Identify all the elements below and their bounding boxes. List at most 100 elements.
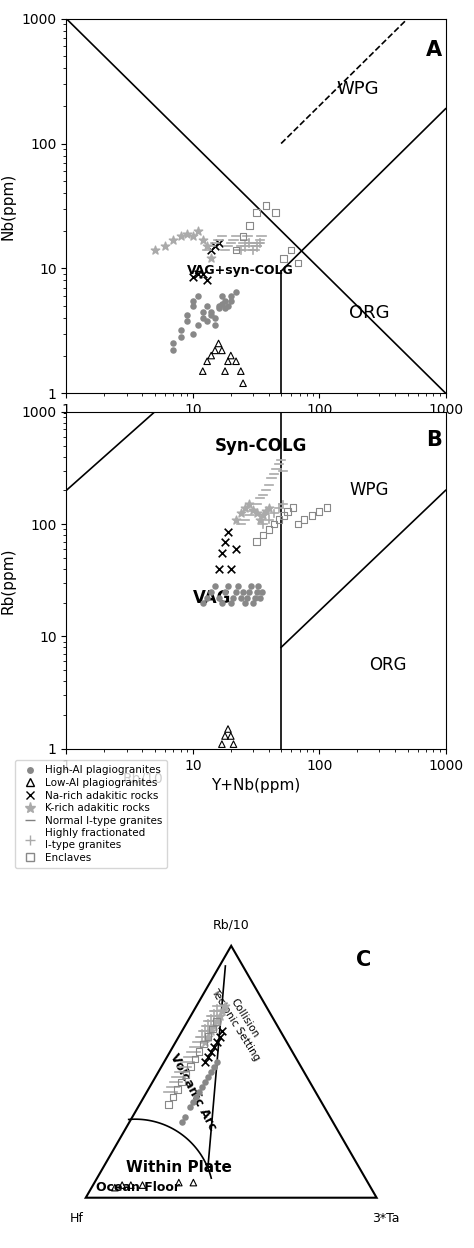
Point: [208, 346, 215, 366]
Point: [177, 226, 184, 246]
Point: [246, 216, 253, 236]
Point: [235, 577, 242, 597]
Point: [211, 316, 219, 336]
Point: [210, 1057, 218, 1077]
Point: [215, 559, 222, 579]
Point: [251, 588, 259, 608]
Point: [190, 1092, 197, 1112]
Point: [241, 498, 249, 518]
Y-axis label: Rb(ppm): Rb(ppm): [1, 547, 16, 614]
Point: [272, 202, 279, 222]
Point: [232, 282, 240, 302]
Point: [253, 582, 260, 602]
Point: [211, 236, 219, 256]
Text: A: A: [426, 40, 442, 60]
Point: [218, 286, 226, 306]
Point: [203, 296, 211, 316]
Point: [215, 333, 222, 353]
Point: [227, 593, 235, 613]
Point: [201, 1052, 209, 1072]
Point: [301, 509, 308, 529]
Point: [253, 532, 260, 552]
Point: [289, 498, 297, 518]
Point: [204, 1067, 212, 1087]
Point: [200, 1035, 207, 1055]
Point: [262, 502, 270, 522]
Point: [169, 1087, 177, 1107]
Point: [309, 505, 316, 525]
Point: [280, 248, 287, 268]
Point: [183, 311, 191, 331]
Point: [210, 1037, 218, 1057]
Point: [211, 341, 219, 361]
Text: VAG+syn-COLG: VAG+syn-COLG: [187, 265, 294, 277]
Point: [199, 265, 207, 285]
Point: [177, 319, 184, 339]
Point: [215, 298, 222, 318]
Point: [241, 593, 249, 613]
Point: [218, 341, 226, 361]
Text: Within Plate: Within Plate: [126, 1159, 232, 1174]
Point: [221, 298, 229, 318]
Point: [203, 588, 211, 608]
Point: [247, 577, 255, 597]
Point: [183, 306, 191, 326]
Point: [265, 519, 273, 539]
Point: [224, 296, 232, 316]
Point: [203, 311, 211, 331]
Point: [201, 1032, 209, 1052]
Point: [275, 509, 283, 529]
Point: [178, 1112, 185, 1132]
Point: [194, 221, 202, 241]
Point: [224, 522, 232, 542]
X-axis label: Y(ppm): Y(ppm): [228, 422, 283, 437]
Point: [256, 509, 264, 529]
Text: Collision
Tectonic Setting: Collision Tectonic Setting: [209, 981, 271, 1062]
Text: Rb/10: Rb/10: [123, 771, 164, 785]
Point: [221, 361, 229, 381]
Text: ORG: ORG: [369, 656, 407, 674]
Point: [173, 1080, 181, 1099]
Point: [216, 1006, 223, 1026]
Point: [227, 559, 235, 579]
Point: [111, 1178, 118, 1198]
Point: [169, 341, 177, 361]
Point: [204, 1027, 212, 1047]
Point: [246, 494, 253, 514]
Point: [224, 351, 232, 371]
Point: [213, 1052, 220, 1072]
Point: [230, 734, 237, 754]
Point: [165, 1094, 173, 1114]
Point: [259, 525, 267, 545]
Point: [191, 1050, 199, 1070]
Point: [237, 588, 245, 608]
Point: [208, 302, 215, 322]
Point: [182, 1065, 190, 1085]
Point: [215, 296, 222, 316]
Point: [256, 588, 264, 608]
Point: [315, 502, 323, 522]
Point: [199, 308, 207, 328]
Point: [190, 1173, 197, 1193]
Point: [189, 267, 197, 287]
Point: [118, 1176, 126, 1196]
Point: [232, 509, 240, 529]
Point: [283, 502, 291, 522]
Point: [187, 1057, 194, 1077]
Point: [213, 1011, 220, 1031]
Point: [215, 233, 222, 253]
Point: [211, 308, 219, 328]
Point: [161, 236, 169, 256]
Text: WPG: WPG: [336, 80, 378, 97]
Text: 3*Ta: 3*Ta: [372, 1212, 399, 1226]
Point: [209, 1018, 216, 1038]
Point: [208, 248, 215, 268]
Point: [221, 291, 229, 311]
Point: [244, 588, 251, 608]
Point: [199, 593, 207, 613]
Legend: High-Al plagiogranites, Low-Al plagiogranites, Na-rich adakitic rocks, K-rich ad: High-Al plagiogranites, Low-Al plagiogra…: [15, 760, 167, 867]
Point: [178, 1072, 185, 1092]
Point: [224, 577, 232, 597]
Point: [199, 230, 207, 250]
Point: [323, 498, 331, 518]
